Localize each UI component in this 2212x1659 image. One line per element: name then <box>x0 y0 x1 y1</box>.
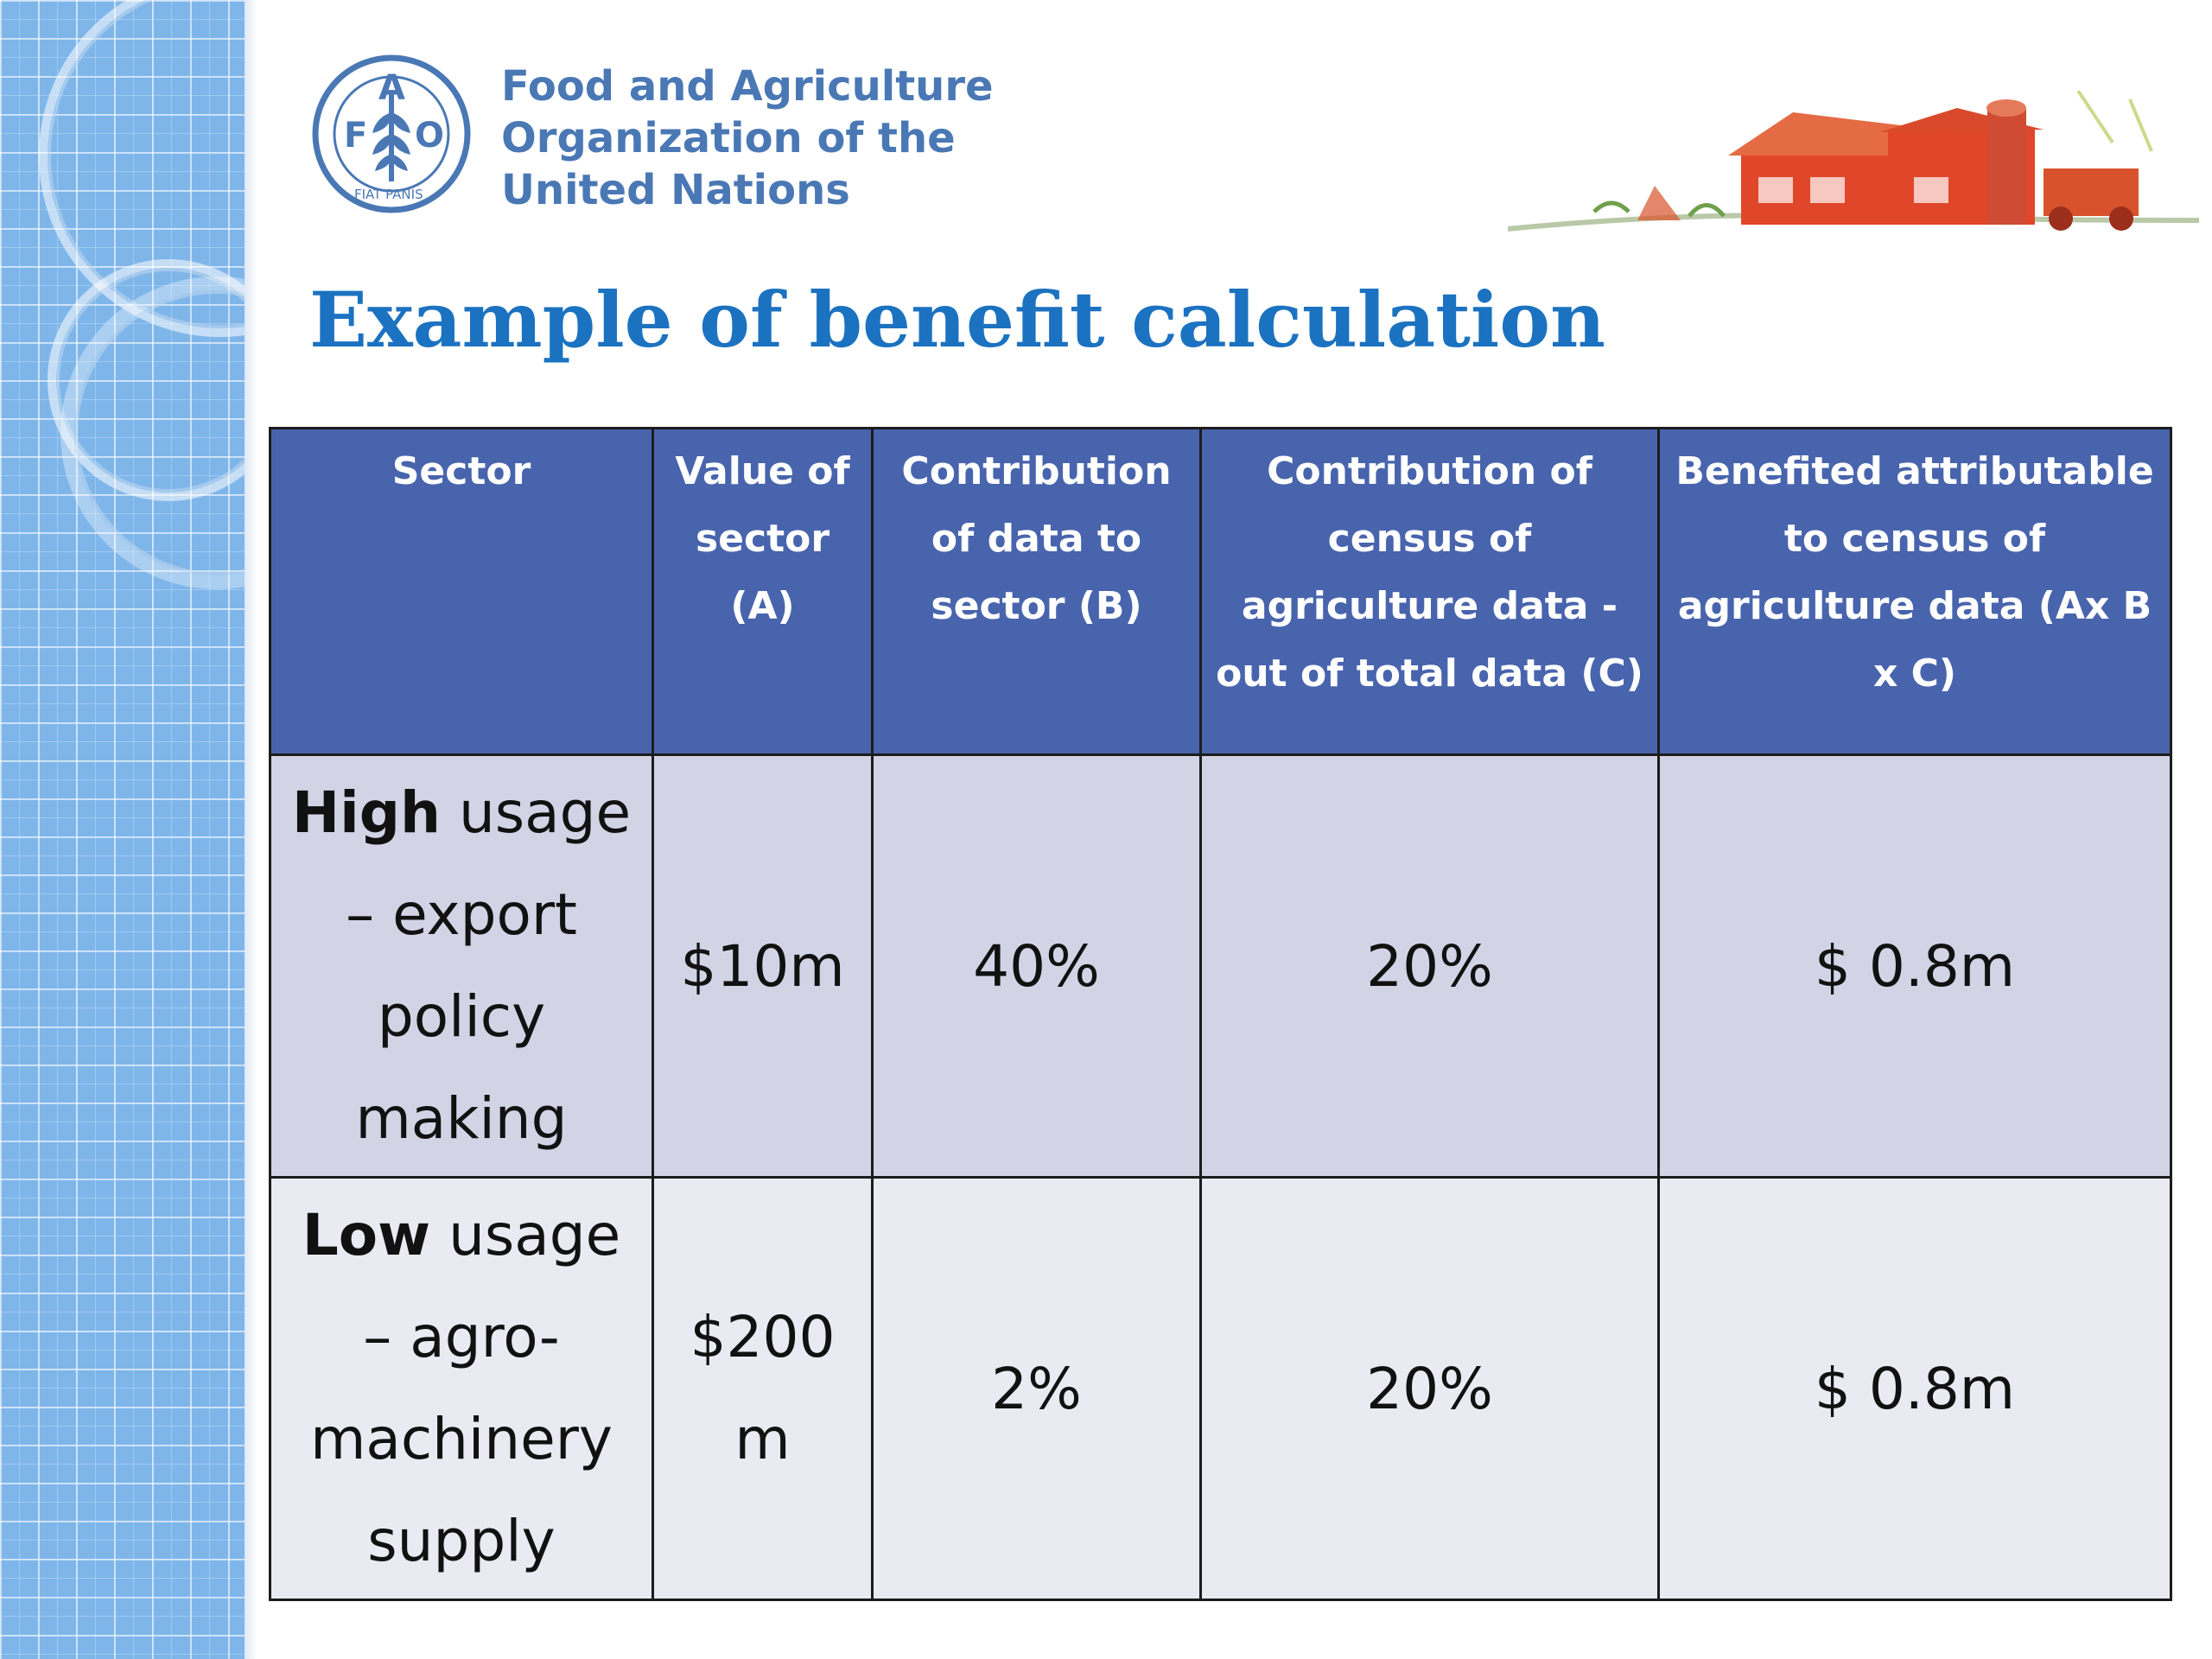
contribution-c-cell: 20% <box>1199 1176 1660 1601</box>
sector-description: usage – agro-machinery supply <box>310 1202 621 1574</box>
column-header-contribution-b: Contribution of data to sector (B) <box>871 427 1202 756</box>
logo-letter-o: O <box>415 116 444 156</box>
strip-edge <box>245 0 257 1659</box>
column-header-contribution-c: Contribution of census of agriculture da… <box>1199 427 1660 756</box>
logo-letter-f: F <box>344 116 367 156</box>
benefit-cell: $ 0.8m <box>1657 1176 2172 1601</box>
column-header-sector: Sector <box>269 427 654 756</box>
usage-level: Low <box>302 1202 431 1268</box>
contribution-b-cell: 2% <box>871 1176 1202 1601</box>
value-cell: $10m <box>652 753 874 1179</box>
org-name-line: United Nations <box>501 166 850 214</box>
usage-level: High <box>291 779 441 846</box>
logo-letter-a: A <box>378 68 405 108</box>
organization-name: Food and Agriculture Organization of the… <box>501 60 994 216</box>
benefit-cell: $ 0.8m <box>1657 753 2172 1179</box>
table-header-row: Sector Value of sector (A) Contribution … <box>269 427 2172 756</box>
contribution-c-cell: 20% <box>1199 753 1660 1179</box>
logo-motto: FIAT PANIS <box>354 187 423 202</box>
value-cell: $200 m <box>652 1176 874 1601</box>
fao-logo: F A O FIAT PANIS <box>312 54 471 213</box>
slide-title: Example of benefit calculation <box>309 275 1605 365</box>
sector-cell: Low usage – agro-machinery supply <box>269 1176 654 1601</box>
column-header-benefit: Benefited attributable to census of agri… <box>1657 427 2172 756</box>
decorative-grid-strip <box>0 0 245 1659</box>
sector-cell: High usage – export policy making <box>269 753 654 1179</box>
contribution-b-cell: 40% <box>871 753 1202 1179</box>
table-row: High usage – export policy making $10m 4… <box>269 753 2172 1179</box>
sector-description: usage – export policy making <box>346 779 632 1152</box>
benefit-table: Sector Value of sector (A) Contribution … <box>269 427 2172 1601</box>
org-name-line: Organization of the <box>501 114 956 162</box>
table-row: Low usage – agro-machinery supply $200 m… <box>269 1176 2172 1601</box>
column-header-value: Value of sector (A) <box>652 427 874 756</box>
org-name-line: Food and Agriculture <box>501 62 994 111</box>
farm-illustration <box>1508 91 2199 232</box>
